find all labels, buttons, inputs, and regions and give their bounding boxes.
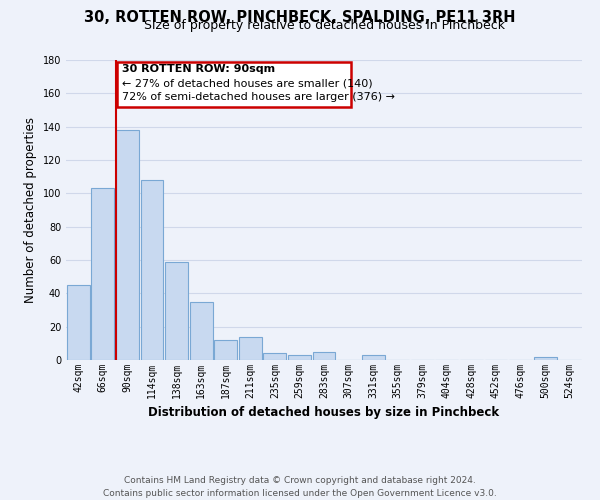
Bar <box>165 262 188 360</box>
Text: Contains HM Land Registry data © Crown copyright and database right 2024.
Contai: Contains HM Land Registry data © Crown c… <box>103 476 497 498</box>
Bar <box>91 188 114 360</box>
Bar <box>67 285 90 360</box>
Bar <box>362 355 385 360</box>
Bar <box>140 180 163 360</box>
X-axis label: Distribution of detached houses by size in Pinchbeck: Distribution of detached houses by size … <box>148 406 500 420</box>
Bar <box>190 302 212 360</box>
Bar <box>288 355 311 360</box>
Y-axis label: Number of detached properties: Number of detached properties <box>24 117 37 303</box>
Text: 30 ROTTEN ROW: 90sqm: 30 ROTTEN ROW: 90sqm <box>122 64 275 74</box>
Bar <box>214 340 237 360</box>
FancyBboxPatch shape <box>117 62 350 106</box>
Bar <box>313 352 335 360</box>
Text: ← 27% of detached houses are smaller (140): ← 27% of detached houses are smaller (14… <box>122 78 373 88</box>
Text: 30, ROTTEN ROW, PINCHBECK, SPALDING, PE11 3RH: 30, ROTTEN ROW, PINCHBECK, SPALDING, PE1… <box>84 10 516 25</box>
Bar <box>534 356 557 360</box>
Bar <box>263 354 286 360</box>
Bar <box>239 336 262 360</box>
Bar <box>116 130 139 360</box>
Text: 72% of semi-detached houses are larger (376) →: 72% of semi-detached houses are larger (… <box>122 92 395 102</box>
Title: Size of property relative to detached houses in Pinchbeck: Size of property relative to detached ho… <box>143 20 505 32</box>
